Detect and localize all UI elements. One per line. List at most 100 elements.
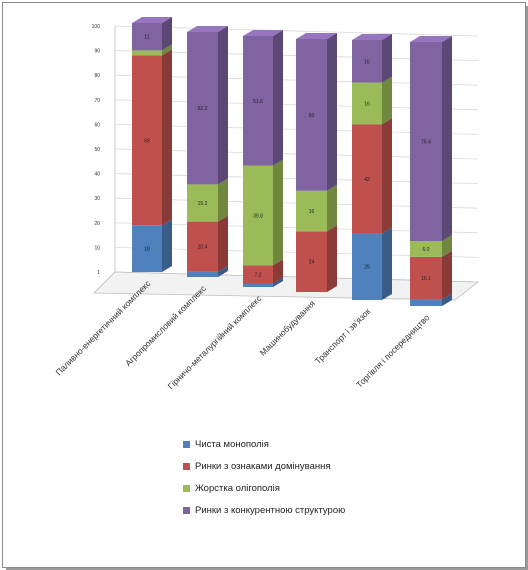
legend-item: Чиста монополія bbox=[183, 433, 423, 455]
data-label: 68 bbox=[144, 138, 150, 144]
bar-segment-side bbox=[442, 36, 452, 242]
bar-segment bbox=[243, 265, 273, 284]
y-tick-label: 80 bbox=[94, 73, 100, 79]
bar-segment bbox=[132, 23, 162, 51]
x-category-label: Машинобудування bbox=[258, 298, 318, 358]
data-label: 15.2 bbox=[198, 201, 208, 207]
bar-segment-side bbox=[162, 44, 172, 56]
bar-segment-side bbox=[218, 265, 228, 277]
bar-top bbox=[187, 26, 228, 32]
y-axis-ticks: 1 10 20 30 40 50 60 70 80 90 100 bbox=[92, 24, 101, 276]
y-tick-label: 100 bbox=[92, 24, 101, 30]
bar-segment-side bbox=[162, 49, 172, 226]
legend-label: Чиста монополія bbox=[195, 438, 269, 450]
bar-segment bbox=[352, 233, 382, 300]
bar-segment bbox=[410, 256, 442, 300]
y-tick-label: 90 bbox=[94, 49, 100, 55]
bar-segment bbox=[187, 221, 218, 272]
bar-segment-side bbox=[327, 184, 337, 232]
bar-segment bbox=[243, 283, 273, 287]
legend-label: Ринки з ознаками домінування bbox=[195, 460, 331, 472]
data-label: 20.4 bbox=[198, 245, 208, 251]
bar-segment-side bbox=[273, 159, 283, 266]
data-label: 75.4 bbox=[421, 140, 431, 146]
y-tick-label: 60 bbox=[94, 122, 100, 128]
bar-segment-side bbox=[382, 118, 392, 234]
bar-segment-side bbox=[442, 293, 452, 306]
bar-top bbox=[243, 30, 283, 36]
legend-label: Жорстка олігополія bbox=[195, 482, 280, 494]
legend-swatch bbox=[183, 506, 190, 514]
x-category-label: Транспорт і зв'язок bbox=[313, 306, 373, 366]
bar-segment bbox=[296, 231, 327, 292]
bar-segment-side bbox=[218, 178, 228, 222]
chart-legend: Чиста монополія Ринки з ознаками домінув… bbox=[183, 433, 423, 521]
legend-item: Ринки з конкурентною структурою bbox=[183, 499, 423, 521]
data-label: 16.1 bbox=[421, 276, 431, 282]
bar-segment-side bbox=[162, 17, 172, 51]
data-label: 24 bbox=[309, 260, 315, 266]
bar-segment bbox=[296, 39, 327, 191]
bar-segment-side bbox=[273, 30, 283, 166]
data-label: 42 bbox=[364, 177, 370, 183]
bar-segment bbox=[187, 32, 218, 185]
legend-label: Ринки з конкурентною структурою bbox=[195, 504, 346, 516]
bar-segment-side bbox=[327, 33, 337, 191]
data-label: 39.8 bbox=[253, 213, 263, 219]
data-label: 51.6 bbox=[253, 99, 263, 105]
legend-item: Жорстка олігополія bbox=[183, 477, 423, 499]
data-label: 6.0 bbox=[423, 247, 430, 253]
bar-segment bbox=[187, 271, 218, 277]
frame-shadow-bottom bbox=[6, 567, 528, 570]
bar-segment bbox=[132, 50, 162, 56]
data-label: 16 bbox=[364, 59, 370, 65]
bar-segment bbox=[132, 55, 162, 226]
bar-segment-side bbox=[382, 76, 392, 125]
chart-bars: 18 68 11 20.4 15.2 62.2 7.2 39.8 51.6 24 16 60 25 42 1… bbox=[132, 17, 452, 306]
bar-segment-side bbox=[218, 26, 228, 185]
frame-shadow-right bbox=[525, 6, 528, 568]
legend-item: Ринки з ознаками домінування bbox=[183, 455, 423, 477]
bar-segment bbox=[410, 299, 442, 306]
bar-segment-side bbox=[273, 259, 283, 284]
y-tick-label: 20 bbox=[94, 221, 100, 227]
y-tick-label: 70 bbox=[94, 98, 100, 104]
data-label: 60 bbox=[309, 113, 315, 119]
data-label: 16 bbox=[309, 209, 315, 215]
legend-swatch bbox=[183, 484, 190, 492]
bar-segment-side bbox=[218, 215, 228, 272]
y-tick-label: 40 bbox=[94, 172, 100, 178]
data-label: 62.2 bbox=[198, 106, 208, 112]
y-tick-label: 50 bbox=[94, 147, 100, 153]
bar-top bbox=[296, 33, 337, 39]
bar-segment-side bbox=[442, 235, 452, 257]
bar-segment bbox=[410, 42, 442, 242]
bar-segment bbox=[243, 36, 273, 166]
legend-swatch bbox=[183, 462, 190, 470]
bar-top bbox=[352, 34, 392, 40]
bar-segment bbox=[296, 190, 327, 232]
bar-segment bbox=[410, 241, 442, 257]
bar-segment-side bbox=[273, 277, 283, 287]
y-tick-label: 10 bbox=[94, 245, 100, 251]
bar-segment bbox=[187, 184, 218, 222]
bar-segment-side bbox=[442, 250, 452, 300]
y-tick-label: 1 bbox=[97, 270, 100, 276]
data-label: 18 bbox=[144, 247, 150, 253]
bar-segment bbox=[352, 124, 382, 234]
data-label: 25 bbox=[364, 265, 370, 271]
floor-edge-left bbox=[93, 271, 116, 294]
y-tick-label: 30 bbox=[94, 196, 100, 202]
bar-segment-side bbox=[327, 225, 337, 292]
bar-segment bbox=[132, 225, 162, 272]
bar-segment bbox=[243, 165, 273, 266]
bar-segment-side bbox=[162, 219, 172, 272]
bar-segment bbox=[352, 40, 382, 83]
data-label: 11 bbox=[144, 35, 149, 41]
legend-swatch bbox=[183, 440, 190, 448]
bar-segment bbox=[352, 82, 382, 125]
bar-segment-side bbox=[382, 227, 392, 300]
gridline bbox=[114, 25, 479, 37]
data-label: 7.2 bbox=[255, 272, 262, 278]
x-category-label: Торгівля і посередництво bbox=[354, 312, 432, 390]
